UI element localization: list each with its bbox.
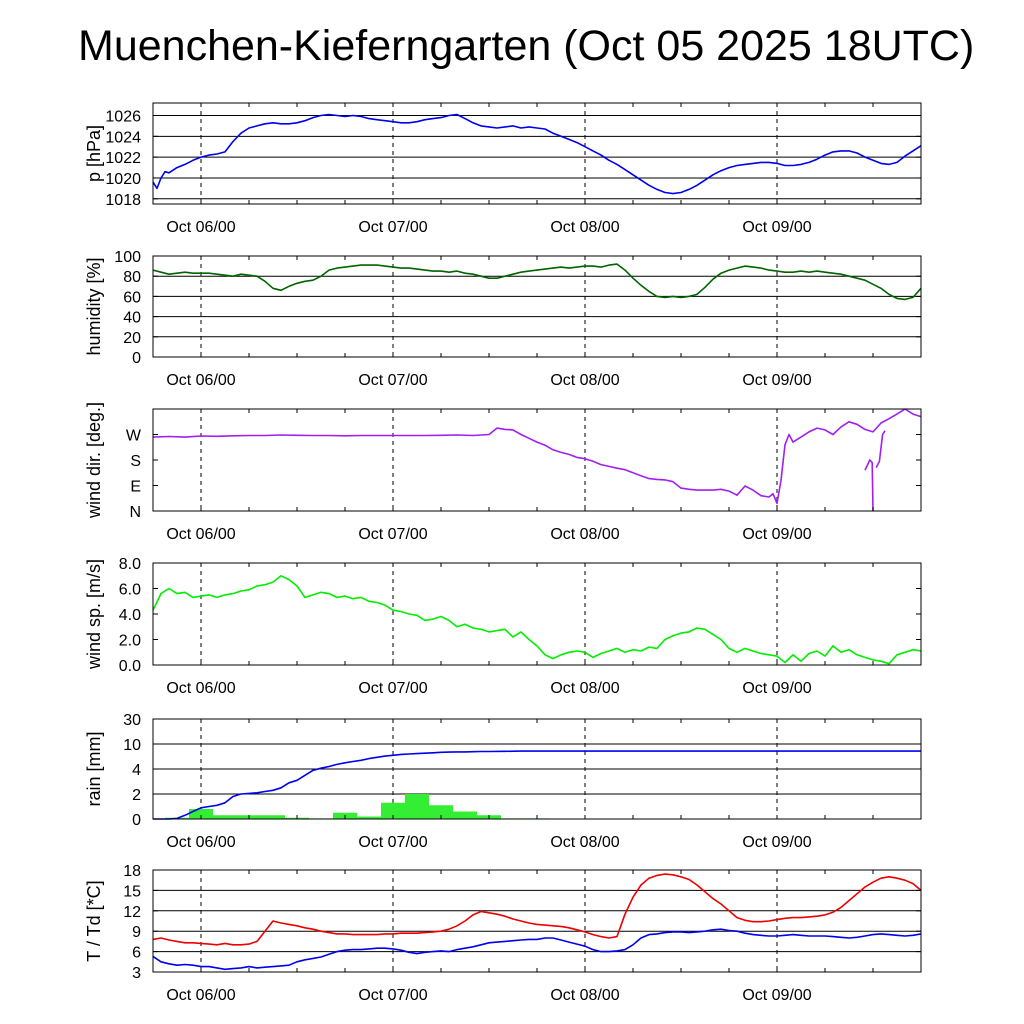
rain-bar xyxy=(453,811,477,819)
x-tick-label: Oct 09/00 xyxy=(742,987,811,1004)
series-line-2 xyxy=(875,430,886,468)
x-tick-label: Oct 08/00 xyxy=(550,526,619,543)
x-tick-label: Oct 06/00 xyxy=(166,680,235,697)
series-line-0 xyxy=(152,113,922,195)
panel-5: 3 6 9 12 15 18 Oct 06/00 Oct 07/00 Oct 08/00 Oct … xyxy=(84,863,922,1004)
x-tick-label: Oct 06/00 xyxy=(166,526,235,543)
x-tick-label: Oct 07/00 xyxy=(358,372,427,389)
x-tick-label: Oct 08/00 xyxy=(550,219,619,236)
x-tick-label: Oct 08/00 xyxy=(550,372,619,389)
plot-frame xyxy=(152,102,922,205)
x-tick-label: Oct 09/00 xyxy=(742,526,811,543)
y-tick-label: 30 xyxy=(123,712,141,729)
y-axis-label: humidity [%] xyxy=(84,257,104,355)
x-tick-label: Oct 07/00 xyxy=(358,834,427,851)
y-axis-label: T / Td [*C] xyxy=(84,880,104,961)
y-tick-label: 6 xyxy=(132,945,141,962)
y-tick-label: 1020 xyxy=(105,171,141,188)
y-axis-label: rain [mm] xyxy=(84,731,104,806)
x-tick-label: Oct 07/00 xyxy=(358,219,427,236)
series-line-0 xyxy=(152,575,922,665)
x-tick-label: Oct 08/00 xyxy=(550,987,619,1004)
series-line-0 xyxy=(152,408,922,505)
x-tick-label: Oct 07/00 xyxy=(358,526,427,543)
y-tick-label: 1022 xyxy=(105,150,141,167)
x-tick-label: Oct 06/00 xyxy=(166,834,235,851)
rain-bar xyxy=(357,816,381,819)
y-tick-label: 15 xyxy=(123,883,141,900)
y-tick-label: 18 xyxy=(123,863,141,880)
plot-frame xyxy=(152,562,922,666)
rain-bar xyxy=(261,815,285,819)
y-tick-label: 1026 xyxy=(105,108,141,125)
plot-frame xyxy=(152,408,922,512)
x-tick-label: Oct 07/00 xyxy=(358,680,427,697)
x-tick-label: Oct 09/00 xyxy=(742,680,811,697)
series-line-1 xyxy=(864,459,874,512)
plot-frame xyxy=(152,869,922,973)
y-tick-label: S xyxy=(130,453,141,470)
series-line-1 xyxy=(152,928,922,971)
series-line-0 xyxy=(152,263,922,301)
x-tick-label: Oct 06/00 xyxy=(166,372,235,389)
x-tick-label: Oct 06/00 xyxy=(166,987,235,1004)
y-tick-label: 0 xyxy=(132,812,141,829)
page-title: Muenchen-Kieferngarten (Oct 05 2025 18UT… xyxy=(78,22,975,70)
y-axis-label: p [hPa] xyxy=(84,125,104,182)
panel-1: 0 20 40 60 80 100 Oct 06/00 Oct 07/00 Oct 08/00 O… xyxy=(84,249,922,389)
y-tick-label: 8.0 xyxy=(119,556,141,573)
x-tick-label: Oct 08/00 xyxy=(550,680,619,697)
y-tick-label: N xyxy=(129,504,141,521)
y-tick-label: 1018 xyxy=(105,192,141,209)
y-tick-label: 100 xyxy=(114,249,141,266)
y-tick-label: 40 xyxy=(123,310,141,327)
y-tick-label: 6.0 xyxy=(119,582,141,599)
y-tick-label: 20 xyxy=(123,330,141,347)
y-tick-label: 0 xyxy=(132,350,141,367)
y-tick-label: 12 xyxy=(123,904,141,921)
x-tick-label: Oct 09/00 xyxy=(742,834,811,851)
y-tick-label: 0.0 xyxy=(119,658,141,675)
x-tick-label: Oct 07/00 xyxy=(358,987,427,1004)
rain-bar xyxy=(405,794,429,819)
y-tick-label: 4.0 xyxy=(119,607,141,624)
panel-4: 0 2 4 10 30 Oct 06/00 Oct 07/00 Oct 08/00 Oct 09… xyxy=(84,712,922,851)
series-line-0 xyxy=(153,750,921,820)
x-tick-label: Oct 09/00 xyxy=(742,372,811,389)
y-tick-label: 10 xyxy=(123,737,141,754)
y-tick-label: 60 xyxy=(123,289,141,306)
x-tick-label: Oct 06/00 xyxy=(166,219,235,236)
rain-bar xyxy=(381,802,405,819)
y-tick-label: 80 xyxy=(123,269,141,286)
y-tick-label: 4 xyxy=(132,762,141,779)
rain-bar xyxy=(429,805,453,819)
y-axis-label: wind dir. [deg.] xyxy=(84,402,104,519)
x-tick-label: Oct 09/00 xyxy=(742,219,811,236)
y-tick-label: 2 xyxy=(132,787,141,804)
y-tick-label: W xyxy=(126,428,142,445)
y-tick-label: E xyxy=(130,479,141,496)
y-tick-label: 2.0 xyxy=(119,633,141,650)
y-tick-label: 3 xyxy=(132,965,141,982)
panel-3: 0.0 2.0 4.0 6.0 8.0 Oct 06/00 Oct 07/00 Oct 08/… xyxy=(84,556,922,697)
panel-0: 1018 1020 1022 1024 1026 Oct 06/00 Oct 07/00 Oc… xyxy=(84,102,922,236)
rain-bar xyxy=(213,815,237,819)
y-axis-label: wind sp. [m/s] xyxy=(84,559,104,670)
y-tick-label: 1024 xyxy=(105,129,141,146)
rain-bar xyxy=(189,809,213,819)
series-line-0 xyxy=(152,873,922,946)
x-tick-label: Oct 08/00 xyxy=(550,834,619,851)
y-tick-label: 9 xyxy=(132,924,141,941)
